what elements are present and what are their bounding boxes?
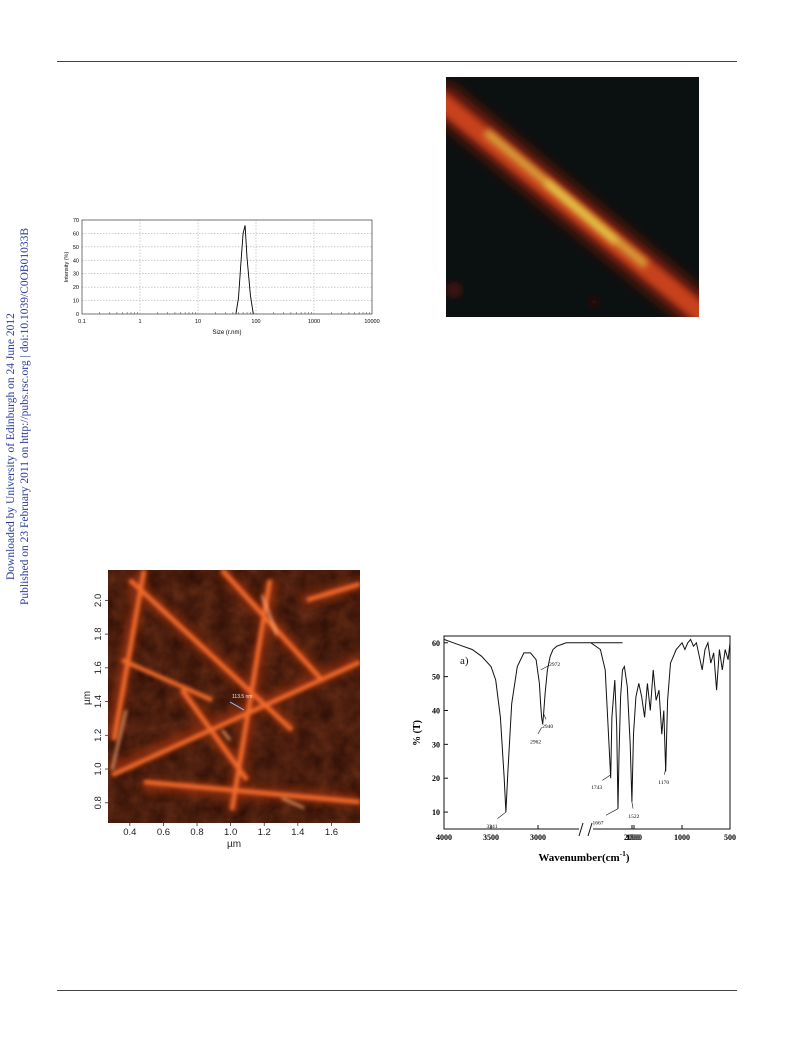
fluorescence-image — [446, 81, 699, 317]
dls-y-tick-label: 70 — [73, 218, 79, 224]
ir-panel-label: a) — [460, 655, 469, 667]
ir-peak-label: 1522 — [628, 814, 639, 820]
ir-peak-leader — [537, 727, 542, 735]
ir-peak-leader — [602, 774, 611, 781]
afm-y-tick-label: 1.2 — [93, 729, 104, 742]
afm-y-tick-label: 1.0 — [93, 762, 104, 775]
afm-measure-line — [229, 701, 245, 711]
ir-x-tick-label: 3000 — [530, 833, 546, 842]
header-rule — [57, 61, 737, 62]
dls-x-tick-label: 10 — [195, 319, 201, 325]
fluorescence-micrograph — [446, 77, 699, 317]
size-distribution-chart: 0 10 20 30 40 50 60 70 0.1 1 10 100 1000 10000 Size (… — [58, 215, 388, 345]
ir-peak-label: 1170 — [658, 780, 669, 786]
ir-peak-label: 3341 — [486, 824, 497, 830]
ir-peak-leader — [540, 665, 550, 671]
dls-y-tick-label: 0 — [76, 312, 79, 318]
afm-ylabel: µm — [82, 691, 93, 705]
ir-peak-label: 2972 — [549, 662, 560, 668]
afm-x-tick-label: 0.4 — [123, 827, 136, 838]
dls-x-tick-label: 10000 — [364, 319, 379, 325]
afm-x-tick-label: 0.6 — [157, 827, 170, 838]
ir-peak-label: 2962 — [530, 739, 541, 745]
ir-x-tick-label: 1500 — [626, 833, 642, 842]
ir-peak-leader — [497, 811, 507, 819]
footer-rule — [57, 990, 737, 991]
afm-x-tick-label: 1.0 — [224, 827, 237, 838]
ir-y-tick-label: 10 — [432, 808, 440, 817]
ir-series-line — [443, 638, 731, 813]
ir-peak-leader — [543, 713, 547, 720]
dls-x-tick-label: 100 — [251, 319, 260, 325]
ir-peak-label: 2940 — [542, 724, 553, 730]
download-notice[interactable]: Downloaded by University of Edinburgh on… — [5, 313, 17, 580]
doi-notice[interactable]: Published on 23 February 2011 on http://… — [19, 227, 31, 605]
afm-annotation: 113.5 nm — [232, 694, 252, 700]
dls-y-tick-label: 20 — [73, 285, 79, 291]
ir-plot-frame — [443, 635, 731, 830]
afm-y-tick-label: 1.8 — [93, 627, 104, 640]
ir-y-tick-label: 60 — [432, 639, 440, 648]
afm-figure: 113.5 nm 0.4 0.6 0.8 1.0 1.2 1.4 1.6 0.8 1.0 1.2 1… — [82, 570, 364, 860]
ir-y-tick-label: 50 — [432, 673, 440, 682]
dls-y-tick-label: 10 — [73, 299, 79, 305]
ir-spectrum-chart: 4000 3500 3000 2000 1500 1000 500 10 20 30 40 50 60 … — [408, 630, 738, 875]
ir-x-tick-label: 500 — [724, 833, 736, 842]
dls-y-tick-label: 30 — [73, 272, 79, 278]
ir-y-tick-label: 30 — [432, 740, 440, 749]
afm-y-tick-label: 1.6 — [93, 661, 104, 674]
dls-y-tick-label: 50 — [73, 245, 79, 251]
ir-peak-leader — [631, 801, 634, 809]
afm-x-tick-label: 0.8 — [190, 827, 203, 838]
dls-x-tick-label: 0.1 — [78, 319, 86, 325]
dls-y-tick-label: 60 — [73, 231, 79, 237]
afm-x-tick-label: 1.4 — [291, 827, 304, 838]
dls-ylabel: Intensity (%) — [64, 252, 70, 283]
ir-peak-label: 1743 — [591, 785, 602, 791]
ir-y-tick-label: 20 — [432, 774, 440, 783]
afm-x-tick-label: 1.2 — [258, 827, 271, 838]
ir-y-tick-label: 40 — [432, 706, 440, 715]
ir-xlabel: Wavenumber(cm-1) — [538, 849, 630, 864]
dls-plot-frame — [81, 219, 373, 315]
ir-peak-leader — [664, 767, 666, 775]
ir-x-tick-label: 1000 — [674, 833, 690, 842]
afm-x-tick-label: 1.6 — [325, 827, 338, 838]
ir-ylabel: % (T) — [412, 720, 423, 746]
afm-xlabel: µm — [227, 839, 241, 850]
afm-y-tick-label: 1.4 — [93, 695, 104, 708]
axis-break-marks — [578, 822, 593, 837]
ir-x-tick-label: 2000 — [624, 833, 640, 842]
ir-x-tick-label: 3500 — [483, 833, 499, 842]
download-sidebar: Downloaded by University of Edinburgh on… — [0, 0, 40, 1039]
afm-y-tick-label: 0.8 — [93, 796, 104, 809]
dls-series-line — [235, 225, 254, 315]
afm-y-tick-label: 2.0 — [93, 594, 104, 607]
afm-svg: 113.5 nm 0.4 0.6 0.8 1.0 1.2 1.4 1.6 0.8 1.0 1.2 1… — [82, 570, 360, 850]
ir-peak-leader — [605, 808, 619, 816]
size-distribution-svg: 0 10 20 30 40 50 60 70 0.1 1 10 100 1000 10000 Size (… — [64, 218, 380, 336]
dls-x-tick-label: 1 — [138, 319, 141, 325]
dls-x-tick-label: 1000 — [308, 319, 320, 325]
dls-xlabel: Size (r.nm) — [212, 330, 241, 336]
ir-x-tick-label: 4000 — [436, 833, 452, 842]
ir-peak-label: 1667 — [592, 821, 603, 827]
dls-y-tick-label: 40 — [73, 258, 79, 264]
